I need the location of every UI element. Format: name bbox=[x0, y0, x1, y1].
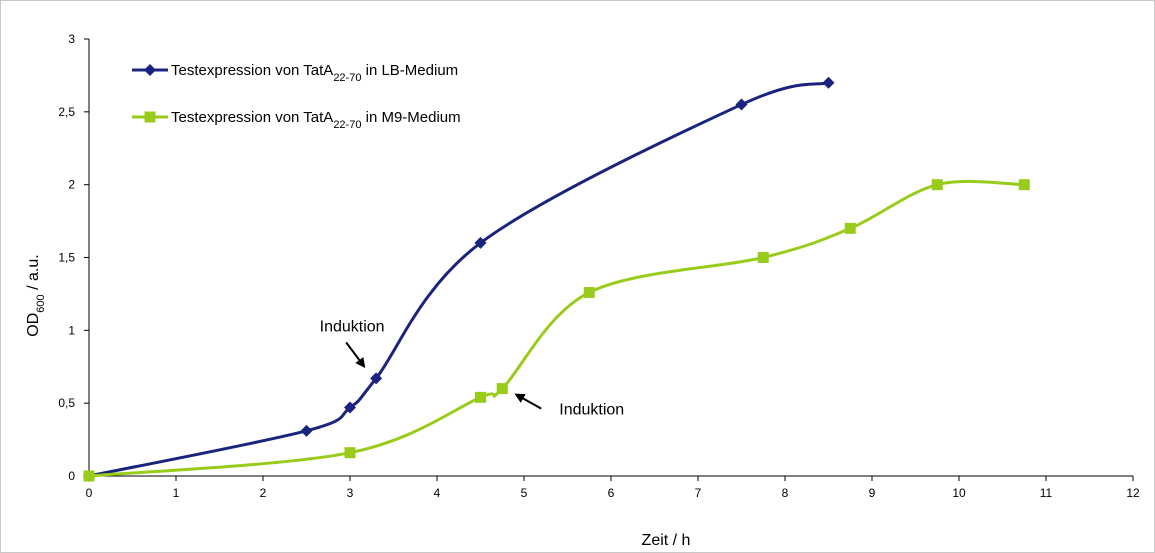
data-point-lb bbox=[370, 372, 383, 385]
legend-label-subscript: 22-70 bbox=[333, 119, 361, 131]
annotation-induktion-m9: Induktion bbox=[514, 393, 624, 419]
legend-label-medium: in LB-Medium bbox=[361, 62, 458, 79]
y-tick-label: 2 bbox=[68, 178, 75, 192]
legend-label-subscript: 22-70 bbox=[333, 72, 361, 84]
legend-swatch-marker bbox=[144, 111, 156, 123]
data-point-lb bbox=[474, 236, 487, 249]
x-tick-label: 5 bbox=[521, 486, 528, 500]
x-axis-title: Zeit / h bbox=[642, 532, 691, 549]
series-line-lb bbox=[88, 81, 829, 478]
y-axis-title-unit: / a.u. bbox=[25, 254, 42, 294]
data-point-m9 bbox=[844, 222, 856, 234]
data-point-m9 bbox=[344, 447, 356, 459]
x-tick-label: 9 bbox=[869, 486, 876, 500]
x-tick-label: 1 bbox=[173, 486, 180, 500]
annotation-label: Induktion bbox=[559, 402, 624, 419]
series-m9 bbox=[83, 179, 1030, 482]
x-tick-label: 11 bbox=[1040, 486, 1053, 500]
data-point-m9 bbox=[757, 252, 769, 263]
series-lb bbox=[83, 76, 835, 482]
data-point-m9 bbox=[1018, 179, 1030, 191]
data-point-m9 bbox=[931, 179, 943, 191]
x-tick-label: 3 bbox=[347, 486, 354, 500]
legend-label-text: Testexpression von TatA bbox=[171, 109, 333, 126]
data-point-m9 bbox=[583, 286, 595, 298]
x-tick-label: 4 bbox=[434, 486, 441, 500]
x-tick-label: 6 bbox=[608, 486, 615, 500]
data-point-lb bbox=[735, 98, 748, 111]
data-point-m9 bbox=[83, 470, 95, 482]
series-line-m9 bbox=[88, 179, 1025, 478]
y-axis-title-sub: 600 bbox=[35, 294, 47, 312]
data-point-m9 bbox=[496, 383, 508, 395]
data-point-lb bbox=[300, 424, 313, 437]
annotation-arrow bbox=[345, 341, 366, 369]
x-tick-label: 7 bbox=[695, 486, 702, 500]
legend-swatch-marker bbox=[144, 64, 156, 76]
annotation-induktion-lb: Induktion bbox=[320, 318, 385, 369]
y-axis-title: OD600 / a.u. bbox=[25, 254, 47, 336]
y-tick-label: 2,5 bbox=[58, 105, 75, 119]
legend-label-text: Testexpression von TatA bbox=[171, 62, 333, 79]
y-tick-label: 0 bbox=[68, 469, 75, 483]
y-tick-label: 1,5 bbox=[58, 251, 75, 265]
x-tick-label: 0 bbox=[86, 486, 93, 500]
x-tick-label: 2 bbox=[260, 486, 267, 500]
x-tick-label: 12 bbox=[1126, 486, 1140, 500]
x-tick-label: 10 bbox=[952, 486, 966, 500]
annotation-arrow bbox=[514, 393, 542, 410]
data-point-lb bbox=[822, 76, 835, 89]
y-tick-label: 0,5 bbox=[58, 396, 75, 410]
annotation-label: Induktion bbox=[320, 318, 385, 335]
y-tick-label: 1 bbox=[68, 323, 75, 337]
legend-label: Testexpression von TatA22-70 in M9-Mediu… bbox=[171, 109, 461, 131]
x-tick-label: 8 bbox=[782, 486, 789, 500]
data-point-lb bbox=[344, 401, 356, 414]
y-tick-label: 3 bbox=[68, 32, 75, 46]
data-point-m9 bbox=[475, 391, 486, 403]
legend-label-medium: in M9-Medium bbox=[361, 109, 460, 126]
y-axis-title-main: OD bbox=[25, 313, 42, 337]
legend: Testexpression von TatA22-70 in LB-Mediu… bbox=[132, 62, 461, 131]
legend-label: Testexpression von TatA22-70 in LB-Mediu… bbox=[171, 62, 458, 84]
